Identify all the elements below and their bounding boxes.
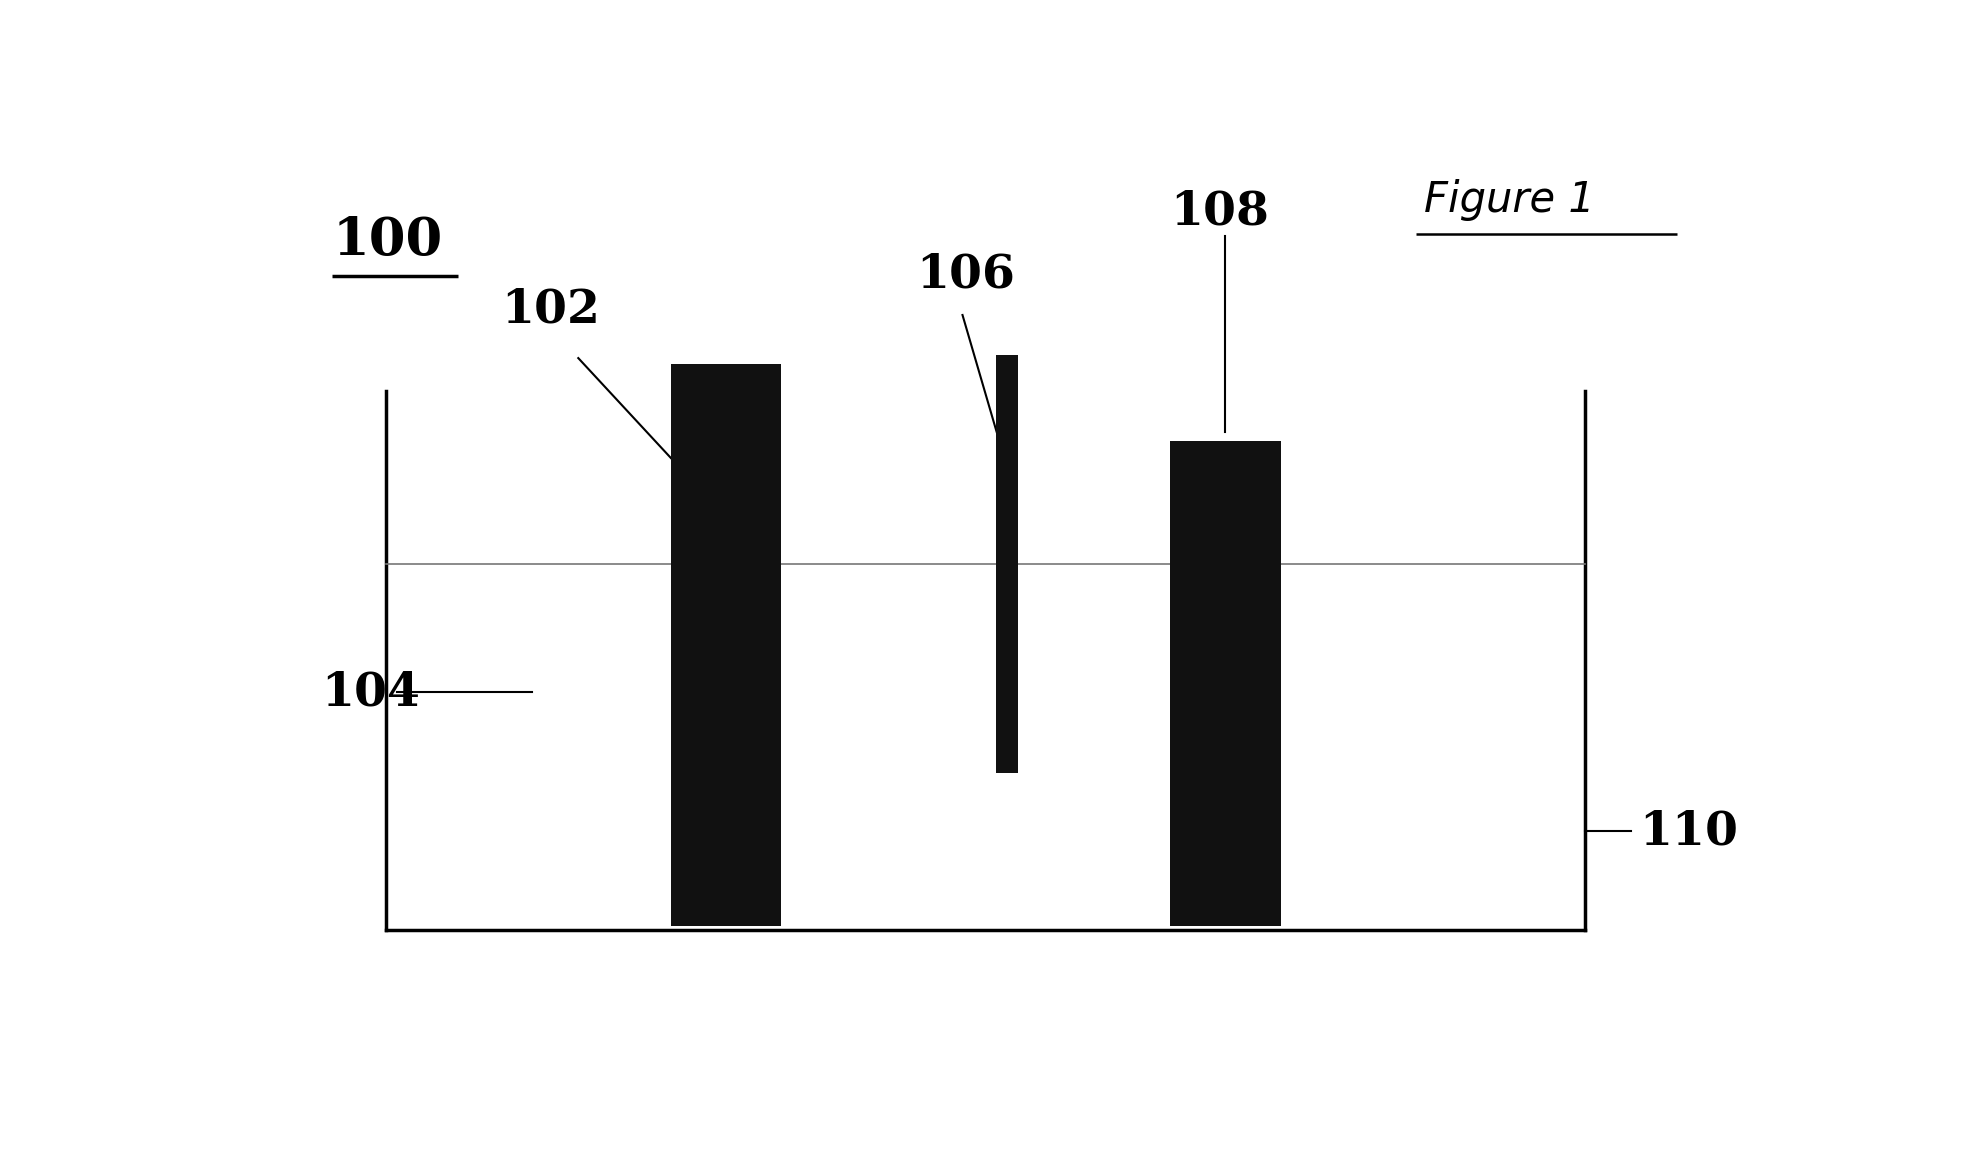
Bar: [995, 356, 1017, 773]
Text: 104: 104: [321, 669, 420, 715]
Text: 110: 110: [1637, 808, 1736, 855]
Text: Figure 1: Figure 1: [1423, 178, 1594, 220]
Bar: [1169, 441, 1280, 926]
Text: 100: 100: [333, 215, 442, 266]
Bar: [670, 365, 781, 926]
Text: 106: 106: [916, 251, 1015, 297]
Text: 102: 102: [501, 287, 601, 333]
Text: 108: 108: [1169, 188, 1268, 234]
